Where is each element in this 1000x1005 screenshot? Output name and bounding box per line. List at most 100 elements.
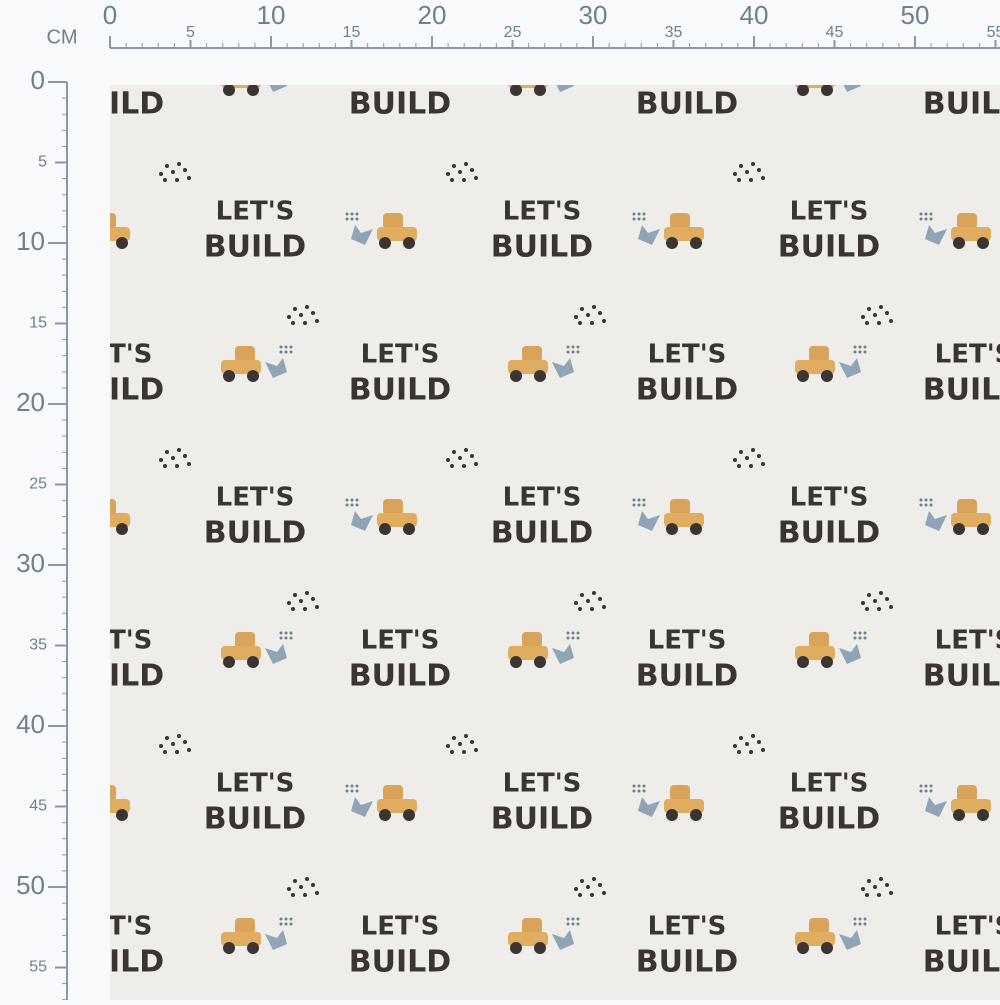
dirt xyxy=(69,504,72,507)
truck-body xyxy=(110,227,130,241)
dot xyxy=(446,744,450,748)
dirt xyxy=(3,346,6,349)
truck xyxy=(0,918,6,955)
dot xyxy=(287,601,291,605)
dirt xyxy=(853,350,857,354)
y-tick-label: 25 xyxy=(29,476,47,493)
truck-wheel xyxy=(510,942,522,954)
truck-wheel xyxy=(510,85,522,96)
dot xyxy=(458,170,462,174)
x-tick-label: 0 xyxy=(103,0,117,30)
dot xyxy=(745,742,749,746)
dot xyxy=(163,750,167,754)
ruler-unit: CM xyxy=(46,26,77,48)
dirt xyxy=(289,350,293,354)
dirt xyxy=(863,345,867,349)
dot xyxy=(315,319,319,323)
dot xyxy=(303,607,307,611)
dirt xyxy=(284,636,288,640)
dirt xyxy=(929,789,933,793)
dirt xyxy=(3,637,6,640)
truck-cab xyxy=(957,499,977,515)
truck-bucket xyxy=(552,358,574,378)
dirt xyxy=(59,499,62,502)
dot xyxy=(873,599,877,603)
truck-wheel xyxy=(247,656,259,668)
dot xyxy=(885,883,889,887)
y-tick-label: 45 xyxy=(29,798,47,815)
dot xyxy=(462,750,466,754)
truck-wheel xyxy=(92,523,104,535)
dot xyxy=(18,305,22,309)
dirt xyxy=(637,789,641,793)
dot xyxy=(733,744,737,748)
truck-cab xyxy=(110,499,116,515)
pattern-text: BUILD xyxy=(349,87,451,122)
pattern-text: LET'S xyxy=(0,483,7,513)
dirt xyxy=(290,65,293,68)
dot xyxy=(165,164,169,168)
dot xyxy=(187,748,191,752)
dot xyxy=(739,736,743,740)
pattern-text: LET'S xyxy=(935,912,1000,942)
dirt xyxy=(853,917,857,921)
pattern-text: LET'S xyxy=(935,626,1000,656)
dirt xyxy=(576,636,580,640)
dot xyxy=(889,33,893,37)
pattern-text: BUILD xyxy=(0,802,19,837)
dot xyxy=(580,307,584,311)
truck xyxy=(508,631,580,668)
dot xyxy=(6,307,10,311)
truck-wheel xyxy=(510,370,522,382)
dirt xyxy=(0,632,1,635)
dirt xyxy=(345,212,349,216)
dot xyxy=(287,29,291,33)
dirt xyxy=(279,636,283,640)
dot xyxy=(450,178,454,182)
dot xyxy=(452,450,456,454)
dot xyxy=(592,877,596,881)
dot xyxy=(861,29,865,33)
dirt xyxy=(280,65,283,68)
dot xyxy=(177,734,181,738)
dirt xyxy=(350,789,354,793)
truck-cab xyxy=(809,346,829,362)
dirt xyxy=(919,498,923,502)
dirt xyxy=(0,65,1,68)
pattern-text: LET'S xyxy=(790,483,869,513)
dirt xyxy=(355,217,359,221)
dirt xyxy=(566,636,570,640)
pattern-text: BUILD xyxy=(778,802,880,837)
pattern-text: BUILD xyxy=(0,516,19,551)
truck-wheel xyxy=(247,942,259,954)
dot xyxy=(177,162,181,166)
dot xyxy=(867,21,871,25)
pattern-text: LET'S xyxy=(648,626,727,656)
truck-bucket xyxy=(351,797,373,817)
dot xyxy=(299,599,303,603)
dot xyxy=(12,599,16,603)
dot xyxy=(303,321,307,325)
dot xyxy=(598,883,602,887)
dot xyxy=(293,879,297,883)
truck-wheel xyxy=(953,523,965,535)
dot xyxy=(6,593,10,597)
truck-wheel xyxy=(821,942,833,954)
dirt xyxy=(571,922,575,926)
dirt xyxy=(290,60,293,63)
dirt xyxy=(642,212,646,216)
truck-cab xyxy=(110,785,116,801)
dirt xyxy=(642,503,646,507)
dot xyxy=(315,891,319,895)
dirt xyxy=(571,636,575,640)
truck xyxy=(59,499,130,535)
pattern-text: LET'S xyxy=(74,54,153,84)
dirt xyxy=(924,503,928,507)
truck-wheel xyxy=(116,809,128,821)
dirt xyxy=(284,345,288,349)
dirt xyxy=(642,784,646,788)
dirt xyxy=(929,784,933,788)
dirt xyxy=(853,636,857,640)
dirt xyxy=(289,345,293,349)
dot xyxy=(877,321,881,325)
